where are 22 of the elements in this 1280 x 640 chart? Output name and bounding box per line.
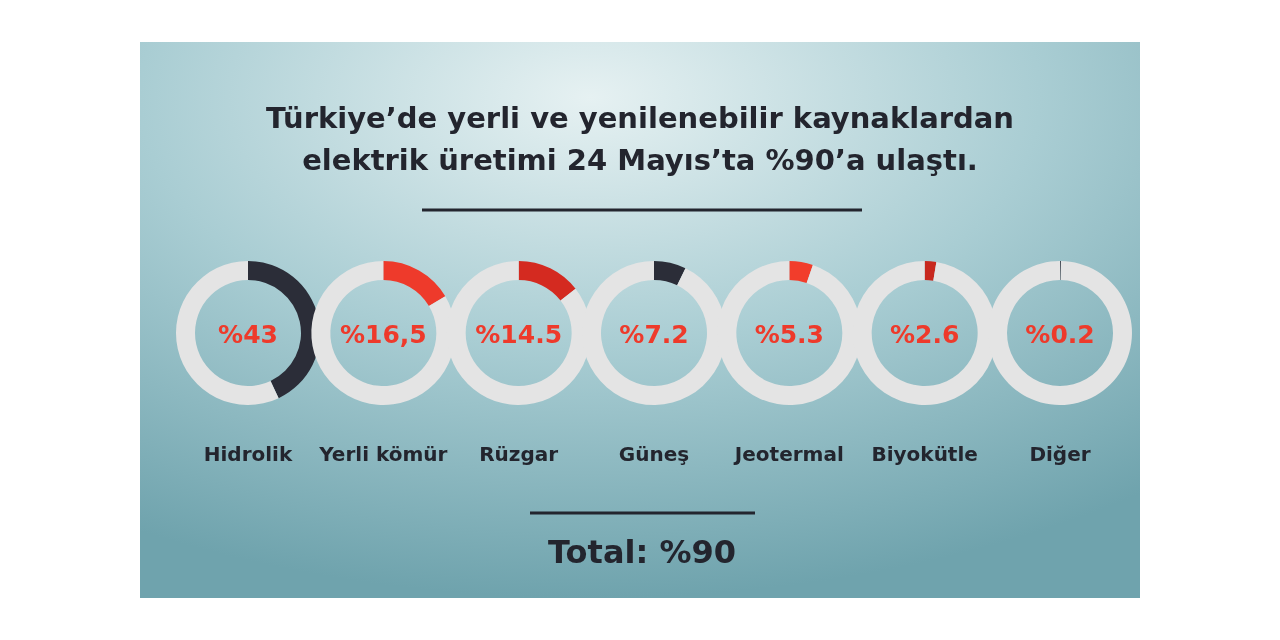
donut-slice <box>654 261 686 286</box>
donut-slice <box>924 261 937 281</box>
donut-slice <box>789 261 813 283</box>
text: %7.2 <box>619 320 689 349</box>
text: Yerli kömür <box>318 442 448 466</box>
text: %5.3 <box>754 320 825 349</box>
text: Türkiye’de yerli ve yenilenebilir kaynaklardan elektrik üretimi 24 Mayıs’ta %90’a ulaştı. <box>265 101 1015 177</box>
donut-slice <box>383 261 446 307</box>
text: %2.6 <box>889 320 960 349</box>
donut-slice <box>518 261 576 301</box>
text: Güneş <box>618 442 690 466</box>
text: %0.2 <box>1025 320 1095 349</box>
text: Hidrolik <box>203 442 293 466</box>
donut-slice <box>176 261 279 405</box>
text: Jeotermal <box>732 442 844 466</box>
text: Biyokütle <box>871 442 978 466</box>
text: %43 <box>218 320 278 349</box>
text: %14.5 <box>475 320 563 349</box>
text: Total: %90 <box>548 533 736 571</box>
text: Rüzgar <box>479 442 559 466</box>
text: %16,5 <box>339 320 427 349</box>
text: Diğer <box>1029 442 1091 466</box>
